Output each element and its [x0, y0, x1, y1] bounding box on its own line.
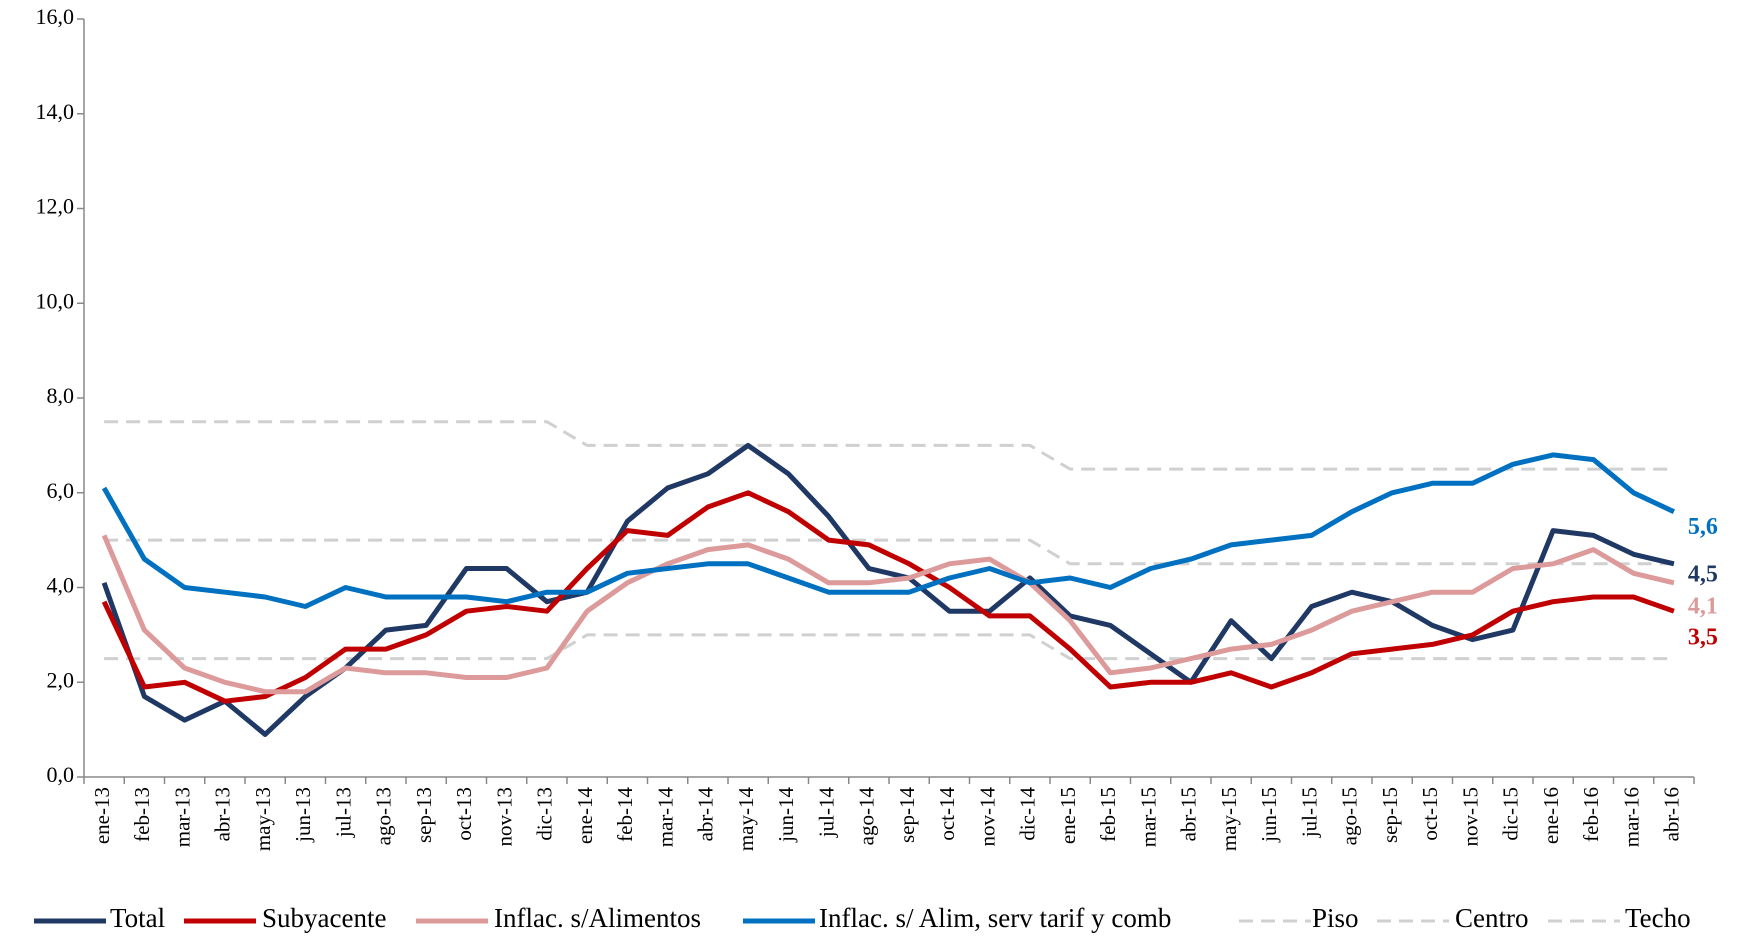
x-tick-label: jun-15 — [1257, 787, 1281, 843]
x-tick-label: jun-14 — [774, 787, 798, 843]
series-line — [101, 490, 1675, 704]
x-tick-label: sep-14 — [895, 787, 919, 843]
x-tick-label: ago-15 — [1338, 787, 1362, 845]
end-label: 4,1 — [1688, 593, 1718, 619]
end-label: 5,6 — [1688, 514, 1718, 540]
x-tick-label: jul-13 — [331, 787, 355, 838]
x-tick-label: oct-13 — [452, 787, 476, 841]
x-tick-label: abr-14 — [694, 787, 718, 842]
legend-label: Centro — [1455, 903, 1529, 933]
legend-label: Inflac. s/ Alim, serv tarif y comb — [819, 903, 1171, 933]
y-tick-label: 14,0 — [36, 99, 75, 124]
y-tick-label: 10,0 — [36, 288, 75, 313]
x-tick-label: feb-13 — [130, 787, 154, 842]
y-tick-label: 12,0 — [36, 194, 75, 219]
x-tick-label: sep-15 — [1378, 787, 1402, 843]
x-tick-label: dic-15 — [1499, 787, 1523, 841]
band-line — [104, 633, 1674, 661]
legend-label: Piso — [1312, 903, 1359, 933]
end-label: 3,5 — [1688, 625, 1718, 651]
x-tick-label: ago-13 — [372, 787, 396, 845]
legend: Total Subyacente Inflac. s/Alimentos Inflac… — [34, 903, 1691, 933]
x-tick-label: nov-14 — [975, 787, 999, 847]
legend-label: Subyacente — [262, 903, 386, 933]
x-tick-label: jun-13 — [291, 787, 315, 843]
y-tick-label: 16,0 — [36, 4, 75, 29]
x-tick-label: ene-16 — [1539, 787, 1563, 844]
legend-label: Total — [110, 903, 165, 933]
lines: 4,5 3,5 4,1 5,6 — [101, 420, 1718, 737]
x-tick-label: ene-13 — [90, 787, 114, 844]
x-tick-label: mar-16 — [1619, 787, 1643, 847]
y-tick-label: 2,0 — [47, 667, 75, 692]
x-tick-label: ene-14 — [573, 787, 597, 845]
x-tick-label: mar-14 — [653, 787, 677, 848]
x-tick-label: nov-13 — [492, 787, 516, 847]
y-tick-label: 8,0 — [47, 383, 75, 408]
x-tick-label: dic-13 — [533, 787, 557, 841]
x-tick-label: feb-15 — [1096, 787, 1120, 842]
legend-label: Techo — [1625, 903, 1691, 933]
legend-label: Inflac. s/Alimentos — [494, 903, 701, 933]
x-tick-label: feb-16 — [1579, 787, 1603, 842]
x-tick-label: may-15 — [1217, 787, 1241, 851]
x-tick-label: abr-16 — [1660, 787, 1684, 841]
x-tick-label: oct-15 — [1418, 787, 1442, 841]
x-tick-label: ago-14 — [855, 787, 879, 846]
axes: 0,0 2,0 4,0 6,0 8,0 10,0 12,0 14,0 16,0 ene-13 feb… — [36, 4, 1695, 851]
x-tick-label: may-14 — [734, 787, 758, 852]
x-tick-label: mar-13 — [170, 787, 194, 847]
x-tick-label: dic-14 — [1016, 787, 1040, 841]
x-tick-label: nov-15 — [1458, 787, 1482, 847]
y-tick-label: 4,0 — [47, 573, 75, 598]
band-line — [104, 420, 1674, 471]
y-tick-label: 0,0 — [47, 762, 75, 787]
x-tick-label: mar-15 — [1136, 787, 1160, 847]
x-tick-label: abr-15 — [1177, 787, 1201, 841]
x-tick-label: abr-13 — [211, 787, 235, 841]
x-tick-label: feb-14 — [613, 787, 637, 842]
series-line — [101, 534, 1675, 695]
x-tick-label: jul-15 — [1297, 787, 1321, 838]
x-tick-label: may-13 — [251, 787, 275, 851]
x-tick-label: oct-14 — [935, 787, 959, 841]
y-tick-label: 6,0 — [47, 478, 75, 503]
x-tick-label: sep-13 — [412, 787, 436, 843]
end-label: 4,5 — [1688, 561, 1718, 587]
x-tick-label: ene-15 — [1056, 787, 1080, 844]
series-line — [101, 452, 1675, 609]
x-tick-label: jul-14 — [814, 787, 838, 839]
